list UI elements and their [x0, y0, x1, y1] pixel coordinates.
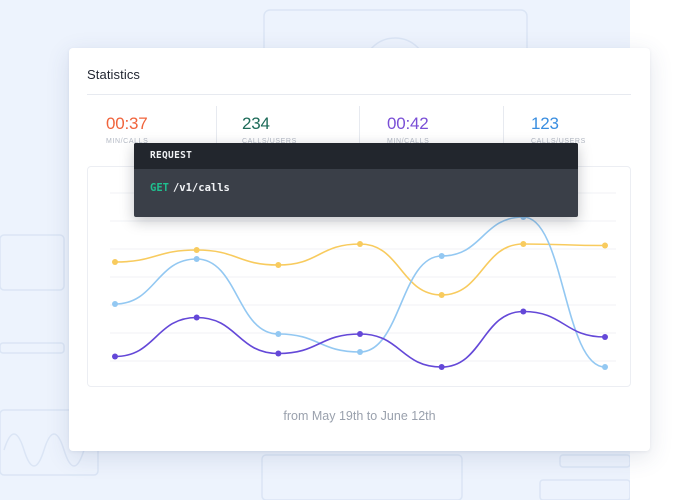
- date-range-caption: from May 19th to June 12th: [283, 409, 436, 423]
- request-header: REQUEST: [134, 143, 578, 169]
- stat-label: CALLS/USERS: [242, 138, 297, 145]
- stat-label: CALLS/USERS: [531, 138, 586, 145]
- data-point[interactable]: [275, 262, 282, 268]
- series-line-1: [114, 216, 606, 368]
- stat-label: MIN/CALLS: [387, 138, 430, 145]
- stat-calls-users: 234 CALLS/USERS: [242, 114, 362, 145]
- data-point[interactable]: [357, 331, 363, 337]
- series-line-2: [114, 310, 606, 368]
- stat-divider: [216, 106, 217, 146]
- stat-calls-users-2: 123 CALLS/USERS: [531, 114, 651, 145]
- stat-min-calls: 00:37 MIN/CALLS: [106, 114, 226, 145]
- data-point[interactable]: [112, 301, 118, 307]
- request-body: GET/v1/calls: [134, 169, 578, 194]
- stat-value: 00:37: [106, 114, 148, 133]
- data-point[interactable]: [520, 241, 527, 247]
- statistics-card: Statistics 00:37 MIN/CALLS 234 CALLS/USE…: [69, 48, 650, 451]
- data-point[interactable]: [275, 350, 282, 357]
- stat-label: MIN/CALLS: [106, 138, 149, 145]
- data-point[interactable]: [438, 364, 445, 370]
- card-title: Statistics: [87, 67, 141, 82]
- stat-value: 123: [531, 114, 559, 133]
- title-divider: [87, 94, 631, 95]
- series-line-0: [114, 243, 606, 296]
- data-point[interactable]: [357, 349, 363, 355]
- data-point[interactable]: [112, 259, 118, 265]
- line-chart: [110, 192, 616, 370]
- stat-value: 00:42: [387, 114, 429, 133]
- request-tooltip: REQUEST GET/v1/calls: [134, 143, 578, 217]
- data-point[interactable]: [438, 253, 445, 259]
- request-path: /v1/calls: [172, 182, 230, 194]
- stat-divider: [359, 106, 360, 146]
- data-point[interactable]: [438, 292, 445, 298]
- stat-value: 234: [242, 114, 270, 133]
- data-point[interactable]: [357, 241, 363, 247]
- data-point[interactable]: [275, 331, 282, 337]
- data-point[interactable]: [602, 242, 608, 249]
- data-point[interactable]: [602, 334, 608, 340]
- stat-min-calls-2: 00:42 MIN/CALLS: [387, 114, 507, 145]
- data-point[interactable]: [112, 353, 118, 360]
- data-point[interactable]: [193, 256, 200, 262]
- http-method: GET: [150, 182, 169, 194]
- data-point[interactable]: [602, 364, 608, 370]
- data-point[interactable]: [193, 314, 200, 321]
- data-point[interactable]: [520, 308, 527, 315]
- data-point[interactable]: [193, 247, 200, 253]
- stat-divider: [503, 106, 504, 146]
